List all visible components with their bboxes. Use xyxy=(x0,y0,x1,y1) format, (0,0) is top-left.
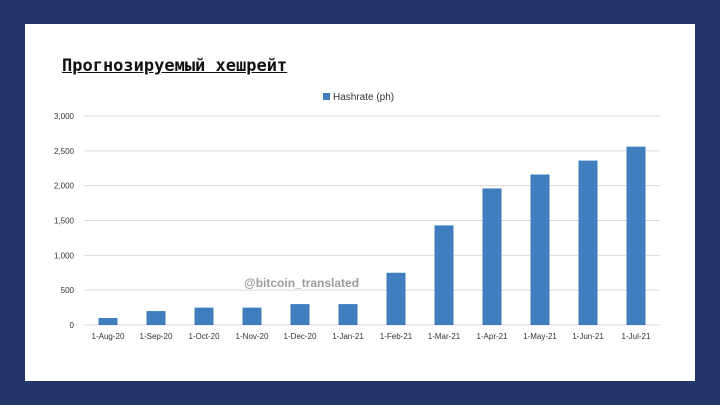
bar-1-Dec-20 xyxy=(290,304,310,325)
x-tick-label: 1-Sep-20 xyxy=(140,332,173,341)
y-axis-tick-labels: 0 500 1,000 1,500 2,000 2,500 3,000 xyxy=(54,112,75,330)
x-tick-label: 1-Mar-21 xyxy=(428,332,461,341)
x-tick-label: 1-Jun-21 xyxy=(572,332,604,341)
bar-1-Sep-20 xyxy=(146,311,166,325)
bar-1-May-21 xyxy=(530,174,550,325)
y-tick-label: 1,500 xyxy=(54,217,75,226)
bar-1-Feb-21 xyxy=(386,272,406,325)
y-tick-label: 0 xyxy=(70,321,75,330)
y-tick-label: 2,500 xyxy=(54,147,75,156)
x-tick-label: 1-Oct-20 xyxy=(188,332,220,341)
x-tick-label: 1-Dec-20 xyxy=(284,332,317,341)
bars xyxy=(98,146,646,325)
bar-1-Aug-20 xyxy=(98,318,118,325)
x-tick-label: 1-Jul-21 xyxy=(622,332,651,341)
legend-swatch xyxy=(323,93,330,100)
x-tick-label: 1-Jan-21 xyxy=(332,332,364,341)
watermark: @bitcoin_translated xyxy=(244,276,359,290)
x-axis-tick-labels: 1-Aug-20 1-Sep-20 1-Oct-20 1-Nov-20 1-Dec-20… xyxy=(92,332,651,341)
legend: Hashrate (ph) xyxy=(323,92,394,103)
x-tick-label: 1-Aug-20 xyxy=(92,332,125,341)
bar-1-Jul-21 xyxy=(626,146,646,325)
y-tick-label: 500 xyxy=(61,286,75,295)
slide-title: Прогнозируемый хешрейт xyxy=(62,56,288,76)
bar-1-Jan-21 xyxy=(338,304,358,325)
x-tick-label: 1-Feb-21 xyxy=(380,332,413,341)
legend-label: Hashrate (ph) xyxy=(333,92,394,103)
bar-1-Mar-21 xyxy=(434,225,454,325)
x-tick-label: 1-Nov-20 xyxy=(236,332,269,341)
grid-lines xyxy=(84,115,660,326)
y-tick-label: 3,000 xyxy=(54,112,75,121)
y-tick-label: 2,000 xyxy=(54,182,75,191)
bar-1-Oct-20 xyxy=(194,307,214,325)
bar-1-Nov-20 xyxy=(242,307,262,325)
bar-1-Apr-21 xyxy=(482,188,502,325)
y-tick-label: 1,000 xyxy=(54,251,75,260)
x-tick-label: 1-May-21 xyxy=(523,332,557,341)
x-tick-label: 1-Apr-21 xyxy=(476,332,508,341)
bar-1-Jun-21 xyxy=(578,160,598,325)
